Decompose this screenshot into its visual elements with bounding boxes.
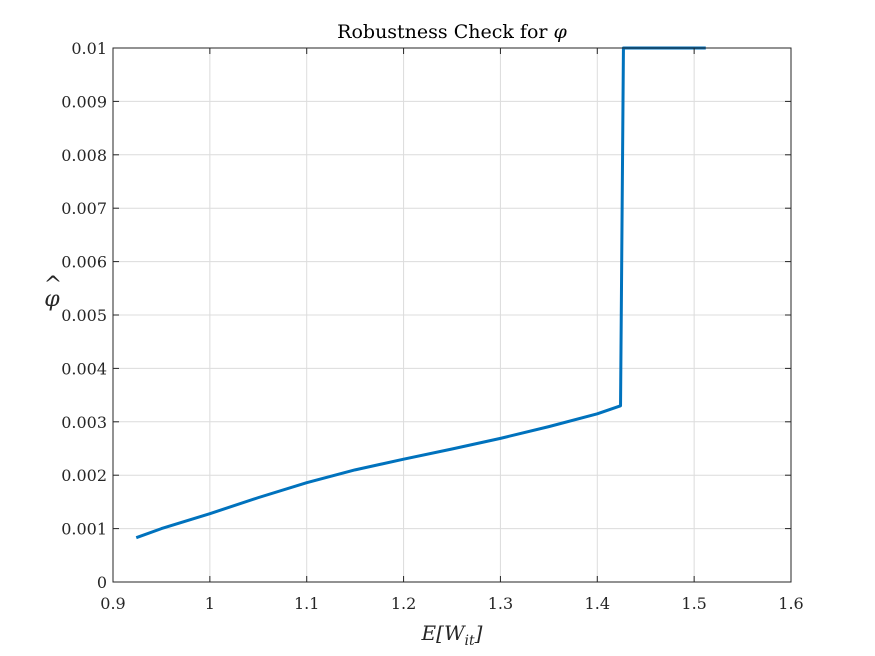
y-tick-label: 0.007 bbox=[61, 199, 107, 218]
chart-title-text: Robustness Check for bbox=[337, 21, 553, 43]
y-axis-label-hat: ^ bbox=[44, 273, 62, 298]
x-tick-label: 1.1 bbox=[294, 594, 319, 613]
x-tick-label: 1.5 bbox=[681, 594, 706, 613]
y-tick-label: 0.004 bbox=[61, 359, 107, 378]
x-axis-label: E[Wit] bbox=[421, 621, 483, 649]
x-tick-label: 0.9 bbox=[100, 594, 125, 613]
y-tick-label: 0.008 bbox=[61, 146, 107, 165]
x-tick-label: 1.2 bbox=[391, 594, 416, 613]
tick-labels: 0.9 1 1.1 1.2 1.3 1.4 1.5 1.6 0 0.001 0.002 0.003 0.… bbox=[61, 39, 804, 613]
y-axis-label: φ bbox=[44, 287, 60, 312]
x-tick-label: 1.3 bbox=[488, 594, 513, 613]
y-tick-label: 0.001 bbox=[61, 520, 107, 539]
y-tick-label: 0.006 bbox=[61, 253, 107, 272]
y-tick-label: 0.009 bbox=[61, 92, 107, 111]
x-axis-label-text: E[W bbox=[421, 621, 466, 645]
x-tick-label: 1.4 bbox=[585, 594, 610, 613]
y-tick-label: 0.003 bbox=[61, 413, 107, 432]
x-tick-label: 1.6 bbox=[778, 594, 803, 613]
y-tick-label: 0 bbox=[97, 573, 107, 592]
ticks bbox=[112, 47, 792, 583]
y-axis-label-text: φ bbox=[44, 287, 60, 312]
y-tick-label: 0.005 bbox=[61, 306, 107, 325]
x-axis-label-subscript: it bbox=[465, 633, 475, 649]
chart-title: Robustness Check for φ bbox=[337, 21, 567, 43]
y-tick-label: 0.002 bbox=[61, 466, 107, 485]
chart-title-symbol: φ bbox=[554, 21, 568, 43]
grid bbox=[112, 47, 792, 583]
x-axis-label-close: ] bbox=[474, 621, 483, 645]
y-tick-label: 0.01 bbox=[71, 39, 107, 58]
x-tick-label: 1 bbox=[205, 594, 215, 613]
